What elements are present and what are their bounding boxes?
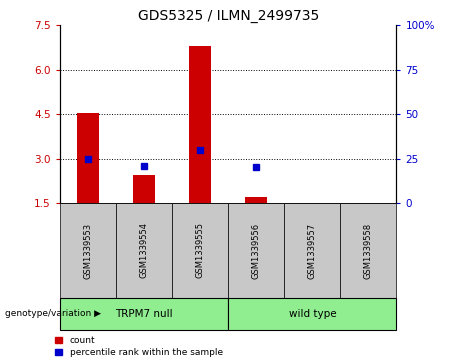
Title: GDS5325 / ILMN_2499735: GDS5325 / ILMN_2499735 xyxy=(137,9,319,23)
Bar xyxy=(228,298,396,330)
Text: GSM1339554: GSM1339554 xyxy=(140,223,148,278)
Text: wild type: wild type xyxy=(289,309,336,319)
Bar xyxy=(284,203,340,298)
Bar xyxy=(228,203,284,298)
Bar xyxy=(77,113,99,203)
Bar xyxy=(116,203,172,298)
Text: GSM1339556: GSM1339556 xyxy=(252,223,261,278)
Text: GSM1339555: GSM1339555 xyxy=(195,223,205,278)
Bar xyxy=(60,298,228,330)
Bar xyxy=(60,203,116,298)
Legend: count, percentile rank within the sample: count, percentile rank within the sample xyxy=(55,336,223,357)
Bar xyxy=(340,203,396,298)
Text: GSM1339553: GSM1339553 xyxy=(83,223,93,278)
Text: GSM1339558: GSM1339558 xyxy=(364,223,373,278)
Text: TRPM7 null: TRPM7 null xyxy=(115,309,173,319)
Bar xyxy=(172,203,228,298)
Bar xyxy=(245,197,267,203)
Text: GSM1339557: GSM1339557 xyxy=(308,223,317,278)
Text: genotype/variation ▶: genotype/variation ▶ xyxy=(5,310,100,318)
Bar xyxy=(133,175,155,203)
Bar xyxy=(189,46,211,203)
